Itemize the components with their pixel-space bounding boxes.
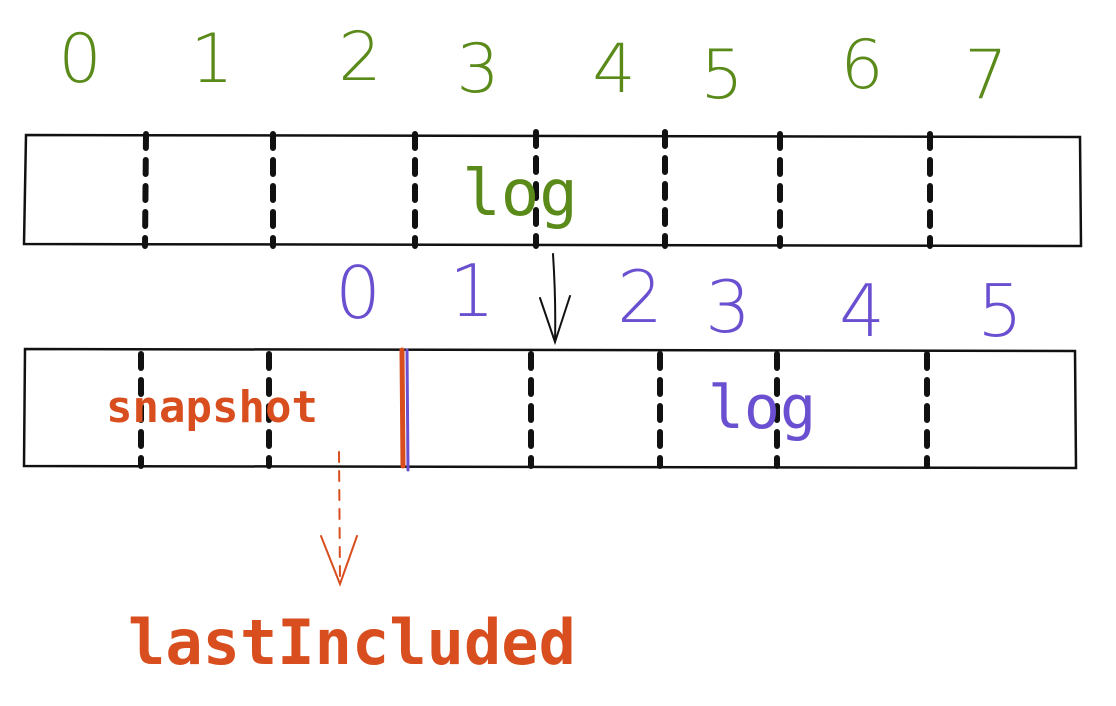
top-index-2: 2 <box>338 18 381 97</box>
top-index-6: 6 <box>840 26 883 105</box>
top-index-7: 7 <box>964 36 1007 115</box>
bottom-index-1: 1 <box>449 249 495 333</box>
bottom-index-row: 0 1 2 3 4 5 <box>335 249 1023 353</box>
top-index-row: 0 1 2 3 4 5 6 7 <box>58 18 1007 115</box>
top-index-3: 3 <box>456 30 499 109</box>
top-log-label: log <box>462 157 578 231</box>
bottom-index-4: 4 <box>839 269 885 353</box>
bottom-index-2: 2 <box>617 255 663 339</box>
down-arrow <box>539 253 571 346</box>
top-index-1: 1 <box>190 20 233 99</box>
last-included-label: lastIncluded <box>128 606 576 679</box>
bottom-log-outline <box>22 347 1078 470</box>
snapshot-label: snapshot <box>106 382 318 433</box>
top-log-outline <box>22 133 1083 248</box>
bottom-index-0: 0 <box>335 251 381 335</box>
top-divider-1 <box>142 131 149 249</box>
top-index-5: 5 <box>700 36 743 115</box>
last-included-arrow <box>320 451 358 587</box>
last-included-arrow-shaft <box>338 451 341 583</box>
log-start-boundary-purple <box>405 348 410 472</box>
top-log-dividers <box>142 129 933 249</box>
top-index-4: 4 <box>592 30 635 109</box>
snapshot-boundary-orange <box>399 347 406 469</box>
down-arrow-head <box>539 295 571 346</box>
down-arrow-shaft <box>552 253 557 343</box>
bottom-log-label: log <box>708 373 816 443</box>
bottom-log-box: snapshot log <box>22 347 1078 472</box>
top-log-box: log <box>22 129 1083 249</box>
last-included-arrow-head <box>320 535 358 587</box>
top-index-0: 0 <box>58 20 101 99</box>
bottom-log-dividers <box>138 351 930 469</box>
bottom-index-5: 5 <box>977 269 1023 353</box>
bottom-index-3: 3 <box>705 265 751 349</box>
